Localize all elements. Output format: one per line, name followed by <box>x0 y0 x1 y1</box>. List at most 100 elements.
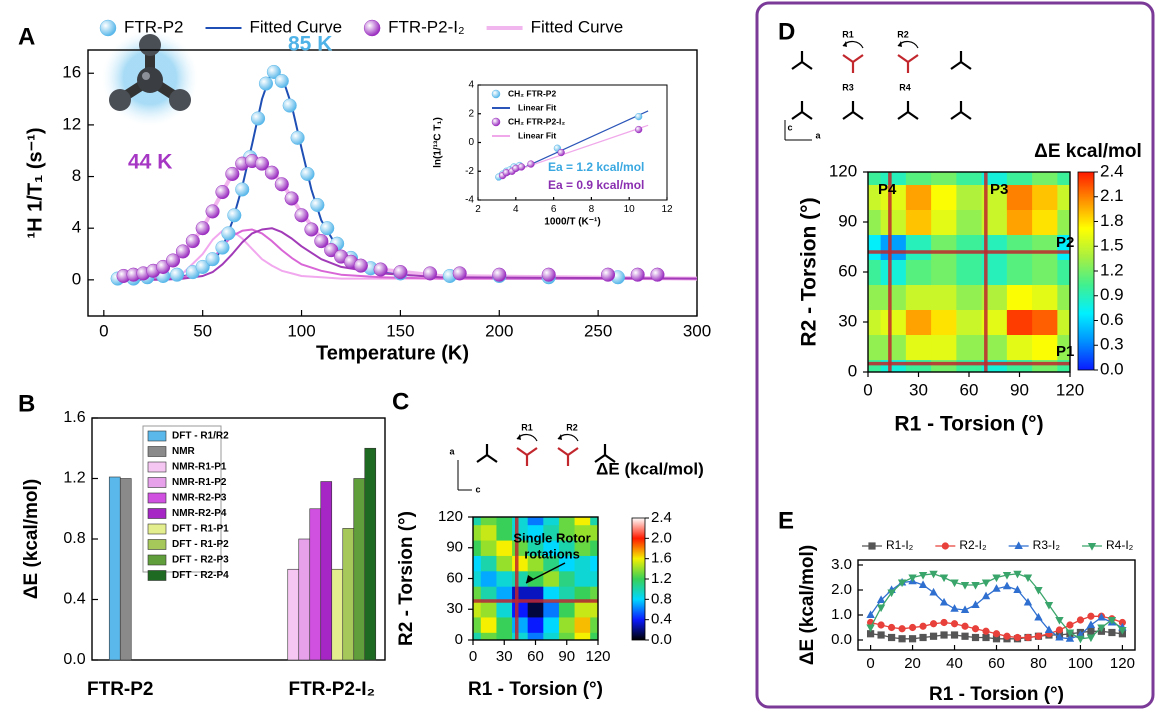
diagram-label: a <box>449 446 455 456</box>
heat-cell <box>868 284 882 310</box>
colorbar-tick-label: 0.3 <box>1100 335 1124 354</box>
heat-cell <box>480 616 497 633</box>
heat-cell <box>868 334 882 360</box>
data-point <box>1002 572 1012 580</box>
bar <box>108 476 121 661</box>
legend-label: R2-I₂ <box>959 538 987 552</box>
heat-cell <box>574 540 591 556</box>
plot-frame <box>477 84 668 201</box>
rotor-icon <box>950 51 972 70</box>
heat-cell <box>558 601 576 618</box>
data-point <box>877 621 885 629</box>
data-point <box>373 262 388 277</box>
data-point <box>1076 635 1085 644</box>
heat-cell <box>981 172 1008 185</box>
y-axis-label: ΔE (kcal/mol) <box>797 545 818 665</box>
data-point <box>274 73 289 89</box>
heat-cell <box>956 334 983 360</box>
heat-cell <box>527 632 544 640</box>
y-axis-label: ΔE (kcal/mol) <box>21 479 42 599</box>
bar <box>353 478 366 661</box>
data-point <box>300 166 315 182</box>
y-tick-label: 12 <box>62 114 81 133</box>
heat-cell <box>880 234 907 260</box>
heat-cell <box>1032 209 1058 235</box>
y-tick-label: 30 <box>838 311 857 330</box>
heat-cell <box>1032 184 1058 210</box>
data-point <box>919 622 927 630</box>
colorbar-tick-label: 0.6 <box>1100 310 1124 329</box>
heat-cell <box>496 616 513 633</box>
x-tick-label: 90 <box>558 648 575 665</box>
data-point <box>324 243 339 258</box>
fit-curve <box>123 227 698 281</box>
rotor-icon <box>791 51 813 70</box>
panel-letter: D <box>778 18 795 45</box>
rotor-icon <box>897 54 919 73</box>
heat-cell <box>868 259 882 285</box>
colorbar <box>631 517 646 641</box>
y-tick-label: 0 <box>72 269 81 288</box>
heat-cell <box>880 259 907 285</box>
heat-cell <box>473 524 482 541</box>
rotor-icon <box>557 447 579 466</box>
heat-cell <box>931 209 957 235</box>
heat-cell <box>590 570 598 587</box>
heat-cell <box>931 172 957 185</box>
heat-cell <box>574 586 591 603</box>
heat-cell <box>574 601 591 618</box>
diagram-label: R4 <box>899 82 911 92</box>
heat-cell <box>496 540 513 556</box>
heat-cell <box>931 284 957 310</box>
heat-cell <box>558 540 576 556</box>
y-tick-label: 0.0 <box>63 651 85 668</box>
data-point <box>918 580 928 588</box>
data-point <box>971 633 980 642</box>
data-point <box>897 579 907 588</box>
heat-cell <box>1006 209 1033 235</box>
data-point <box>1076 616 1085 624</box>
data-point <box>887 633 896 642</box>
legend-swatch <box>147 554 167 566</box>
legend-label: Linear Fit <box>518 102 556 112</box>
data-point <box>266 64 281 80</box>
heat-cell <box>905 259 932 285</box>
colorbar-tick-label: 0.0 <box>651 631 672 648</box>
heat-cell <box>512 601 529 618</box>
x-axis-label: R1 - Torsion (°) <box>929 684 1064 705</box>
data-point <box>1023 574 1033 583</box>
x-axis-label: R1 - Torsion (°) <box>894 413 1043 436</box>
x-tick-label: 12 <box>661 204 673 215</box>
data-point <box>919 633 927 642</box>
data-point <box>1034 612 1043 621</box>
heat-cell <box>480 632 497 640</box>
rotor-icon <box>791 101 813 120</box>
diagram-label: R2 <box>566 422 578 432</box>
y-tick-label: 30 <box>446 600 463 617</box>
heat-cell <box>1006 234 1033 260</box>
data-point <box>527 160 535 168</box>
heat-cell <box>574 616 591 633</box>
data-point <box>982 633 990 642</box>
legend-label: NMR-R2-P4 <box>172 508 227 519</box>
data-point <box>250 111 266 126</box>
annotation: Ea = 0.9 kcal/mol <box>548 178 644 192</box>
heat-cell <box>590 586 598 603</box>
y-tick-label: 90 <box>838 211 857 230</box>
heat-cell <box>590 601 598 618</box>
legend-label: NMR-R2-P3 <box>172 493 227 504</box>
data-point <box>908 623 917 632</box>
heat-cell <box>558 616 576 633</box>
heat-cell <box>543 517 560 526</box>
x-tick-label: 100 <box>287 322 315 341</box>
y-tick-label: 4 <box>468 80 474 91</box>
rotor-icon <box>950 101 972 120</box>
y-axis-label: ln(1/¹³C T₁) <box>433 117 444 168</box>
plot-frame <box>87 49 698 317</box>
heat-cell <box>543 540 560 556</box>
y-tick-label: -2 <box>465 166 474 177</box>
heat-cell <box>880 284 907 310</box>
heat-cell <box>558 570 576 587</box>
heat-cell <box>496 632 513 640</box>
rotor-icon <box>842 101 864 120</box>
